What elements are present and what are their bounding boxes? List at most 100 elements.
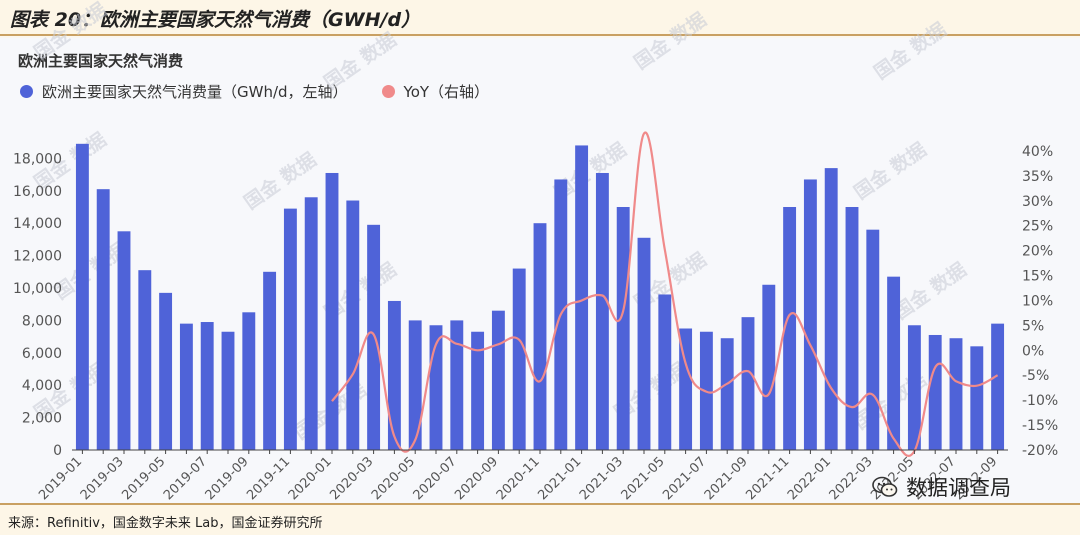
bar-series <box>75 143 1005 451</box>
right-y-axis: -20% -15% -10% -5% 0% 5% 10% 15% 20% 25% 30% 35% 40% <box>1022 144 1058 459</box>
x-axis-tick-label: 2021-05 <box>619 454 668 503</box>
x-axis-tick-label: 2020-09 <box>452 454 501 503</box>
right-axis-tick-label: 15% <box>1022 269 1053 285</box>
bar-consumption <box>595 172 609 451</box>
bar-consumption <box>658 294 672 450</box>
x-axis-tick-label: 2022-01 <box>785 454 834 503</box>
legend-bar-marker <box>20 84 33 98</box>
x-axis-tick-label: 2019-11 <box>244 454 293 503</box>
left-axis-tick-label: 8,000 <box>22 313 62 329</box>
x-axis-tick-label: 2019-07 <box>161 454 210 503</box>
figure-footer: 来源：Refinitiv，国金数字未来 Lab，国金证券研究所 <box>0 503 1080 535</box>
watermark-text: 国金 数据 <box>870 18 951 84</box>
legend-label-consumption: 欧洲主要国家天然气消费量（GWh/d，左轴） <box>42 82 348 101</box>
watermark-text: 国金 数据 <box>320 28 401 94</box>
source-note: 来源：Refinitiv，国金数字未来 Lab，国金证券研究所 <box>8 516 323 531</box>
watermark-text: 国金 数据 <box>890 258 971 324</box>
left-axis-tick-label: 2,000 <box>22 411 62 427</box>
x-axis-tick-label: 2020-03 <box>327 454 376 503</box>
legend-line-marker <box>381 84 395 98</box>
bar-consumption <box>762 284 776 450</box>
x-axis-tick-label: 2020-07 <box>411 454 460 503</box>
bar-consumption <box>221 331 235 450</box>
bar-consumption <box>491 310 505 450</box>
bar-consumption <box>242 312 256 450</box>
bar-consumption <box>991 323 1005 450</box>
right-axis-tick-label: 0% <box>1022 343 1044 359</box>
right-axis-tick-label: -20% <box>1022 443 1058 459</box>
bar-consumption <box>346 200 360 450</box>
left-axis-tick-label: 4,000 <box>22 378 62 394</box>
wechat-label: 数据调查局 <box>906 476 1011 500</box>
wechat-icon <box>872 476 898 498</box>
right-axis-tick-label: 20% <box>1022 244 1053 260</box>
bar-consumption <box>887 276 901 450</box>
x-axis-tick-label: 2019-09 <box>203 454 252 503</box>
bar-consumption <box>512 268 526 450</box>
bar-consumption <box>741 317 755 450</box>
bar-consumption <box>450 320 464 450</box>
bar-consumption <box>616 207 630 450</box>
bar-consumption <box>575 145 589 450</box>
wechat-badge: 数据调查局 <box>872 472 1011 502</box>
bar-consumption <box>803 179 817 450</box>
bar-consumption <box>75 143 89 450</box>
bar-consumption <box>949 338 963 450</box>
x-axis-tick-label: 2020-01 <box>286 454 335 503</box>
chart-subtitle: 欧洲主要国家天然气消费 <box>18 52 184 70</box>
watermark-text: 国金 数据 <box>850 138 931 204</box>
bar-consumption <box>138 270 152 450</box>
yoy-line-series <box>331 131 999 457</box>
left-axis-tick-label: 16,000 <box>13 184 62 200</box>
figure-header: 图表 20：欧洲主要国家天然气消费（GWH/d） <box>0 0 1080 36</box>
right-axis-tick-label: 40% <box>1022 144 1053 160</box>
right-axis-tick-label: 10% <box>1022 293 1053 309</box>
x-axis-tick-label: 2019-05 <box>119 454 168 503</box>
right-axis-tick-label: 25% <box>1022 219 1053 235</box>
x-axis-tick-label: 2021-07 <box>660 454 709 503</box>
watermark-text: 国金 数据 <box>30 0 111 64</box>
bar-consumption <box>408 320 422 450</box>
bar-consumption <box>117 231 131 450</box>
bar-consumption <box>783 207 797 450</box>
bar-consumption <box>367 224 381 450</box>
x-axis-tick-label: 2021-01 <box>535 454 584 503</box>
right-axis-tick-label: 35% <box>1022 169 1053 185</box>
bar-consumption <box>159 292 173 450</box>
bar-consumption <box>263 271 277 450</box>
bar-consumption <box>866 229 880 450</box>
left-y-axis: 0 2,000 4,000 6,000 8,000 10,000 12,000 14,000 1… <box>13 151 62 459</box>
watermark-text: 国金 数据 <box>630 8 711 74</box>
legend-item-consumption: 欧洲主要国家天然气消费量（GWh/d，左轴） <box>20 81 348 102</box>
x-axis-tick-label: 2021-11 <box>743 454 792 503</box>
legend-label-yoy: YoY（右轴） <box>403 82 490 101</box>
bar-consumption <box>200 322 214 450</box>
bar-consumption <box>471 331 485 450</box>
right-axis-tick-label: -15% <box>1022 418 1058 434</box>
legend-item-yoy: YoY（右轴） <box>381 81 490 102</box>
left-axis-tick-label: 10,000 <box>13 281 62 297</box>
yoy-line <box>331 131 999 457</box>
bar-consumption <box>928 334 942 450</box>
x-axis-tick-label: 2020-11 <box>494 454 543 503</box>
bar-consumption <box>387 300 401 450</box>
x-axis-tick-label: 2021-09 <box>702 454 751 503</box>
x-axis: 2019-012019-032019-052019-072019-092019-… <box>36 449 1008 503</box>
right-axis-tick-label: -5% <box>1022 368 1049 384</box>
bar-consumption <box>637 237 651 450</box>
bar-consumption <box>179 323 193 450</box>
bar-consumption <box>907 325 921 450</box>
left-axis-tick-label: 12,000 <box>13 249 62 265</box>
bar-consumption <box>970 346 984 450</box>
x-axis-tick-label: 2019-01 <box>36 454 85 503</box>
x-axis-tick-label: 2022-03 <box>827 454 876 503</box>
right-axis-tick-label: 30% <box>1022 194 1053 210</box>
x-axis-tick-label: 2021-03 <box>577 454 626 503</box>
right-axis-tick-label: -10% <box>1022 393 1058 409</box>
bar-consumption <box>679 328 693 450</box>
chart-legend: 欧洲主要国家天然气消费量（GWh/d，左轴） YoY（右轴） <box>20 80 513 102</box>
bar-consumption <box>325 172 339 451</box>
bar-consumption <box>283 208 297 450</box>
